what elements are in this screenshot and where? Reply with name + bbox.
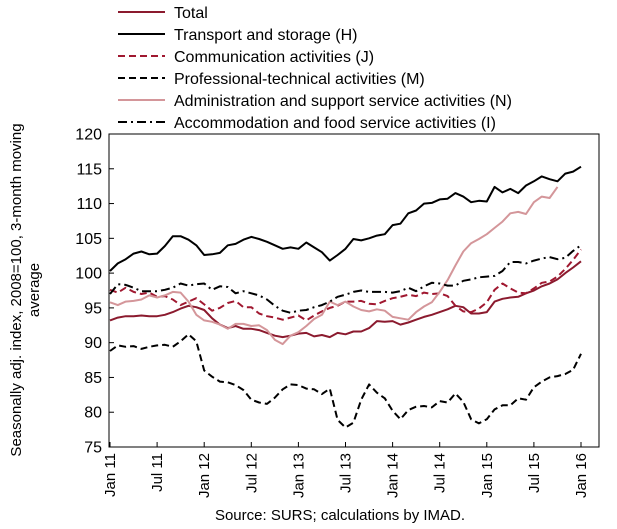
series-line-transport-and-storage-h — [109, 165, 582, 272]
x-tick-label: Jan 12 — [196, 453, 213, 498]
x-tick-label: Jul 14 — [432, 453, 449, 493]
series-line-administration-and-support-service-activities-n — [109, 186, 559, 346]
plot-frame — [108, 133, 600, 448]
y-tick-label: 90 — [84, 335, 102, 352]
source-note: Source: SURS; calculations by IMAD. — [215, 507, 465, 524]
x-tick-label: Jan 13 — [290, 453, 307, 498]
x-tick-label: Jul 15 — [526, 453, 543, 493]
y-axis-label-line-2: average — [26, 263, 43, 317]
y-tick-label: 95 — [84, 300, 102, 317]
x-tick-label: Jul 13 — [338, 453, 355, 493]
y-axis: 75 80 85 90 95 100 105 110 115 120 — [75, 127, 114, 457]
series-line-communication-activities-j — [109, 248, 582, 322]
legend-label-accommodation-and-food-service-activities-i: Accommodation and food service activitie… — [174, 115, 496, 132]
x-tick-label: Jul 11 — [149, 453, 166, 492]
x-tick-label: Jan 16 — [573, 453, 590, 498]
series-lines — [109, 165, 582, 429]
series-line-professional-technical-activities-m — [109, 333, 582, 429]
legend: Total Transport and storage (H) Communicat… — [118, 5, 512, 132]
x-tick-label: Jan 11 — [102, 453, 119, 497]
legend-label-transport-and-storage-h: Transport and storage (H) — [174, 27, 357, 44]
y-axis-label-line-1: Seasonally adj. index, 2008=100, 3-month… — [8, 123, 25, 456]
x-tick-label: Jan 15 — [479, 453, 496, 498]
y-tick-label: 85 — [84, 370, 102, 387]
legend-label-communication-activities-j: Communication activities (J) — [174, 49, 374, 66]
y-tick-label: 75 — [84, 440, 102, 457]
y-tick-label: 105 — [75, 231, 102, 248]
x-tick-label: Jul 12 — [243, 453, 260, 493]
series-line-total — [109, 260, 582, 339]
y-tick-label: 100 — [75, 266, 102, 283]
plot-area — [108, 133, 600, 448]
y-tick-label: 110 — [76, 196, 102, 213]
x-tick-label: Jan 14 — [385, 453, 402, 498]
y-tick-label: 120 — [75, 127, 102, 144]
y-tick-label: 80 — [84, 405, 102, 422]
x-axis: Jan 11 Jul 11 Jan 12 Jul 12 Jan 13 Jul 13 Jan … — [102, 442, 590, 498]
legend-label-total: Total — [174, 5, 208, 22]
legend-label-administration-and-support-service-activities-n: Administration and support service activ… — [174, 93, 512, 110]
legend-label-professional-technical-activities-m: Professional-technical activities (M) — [174, 71, 425, 88]
y-tick-label: 115 — [76, 161, 102, 178]
series-line-accommodation-and-food-service-activities-i — [109, 244, 582, 314]
